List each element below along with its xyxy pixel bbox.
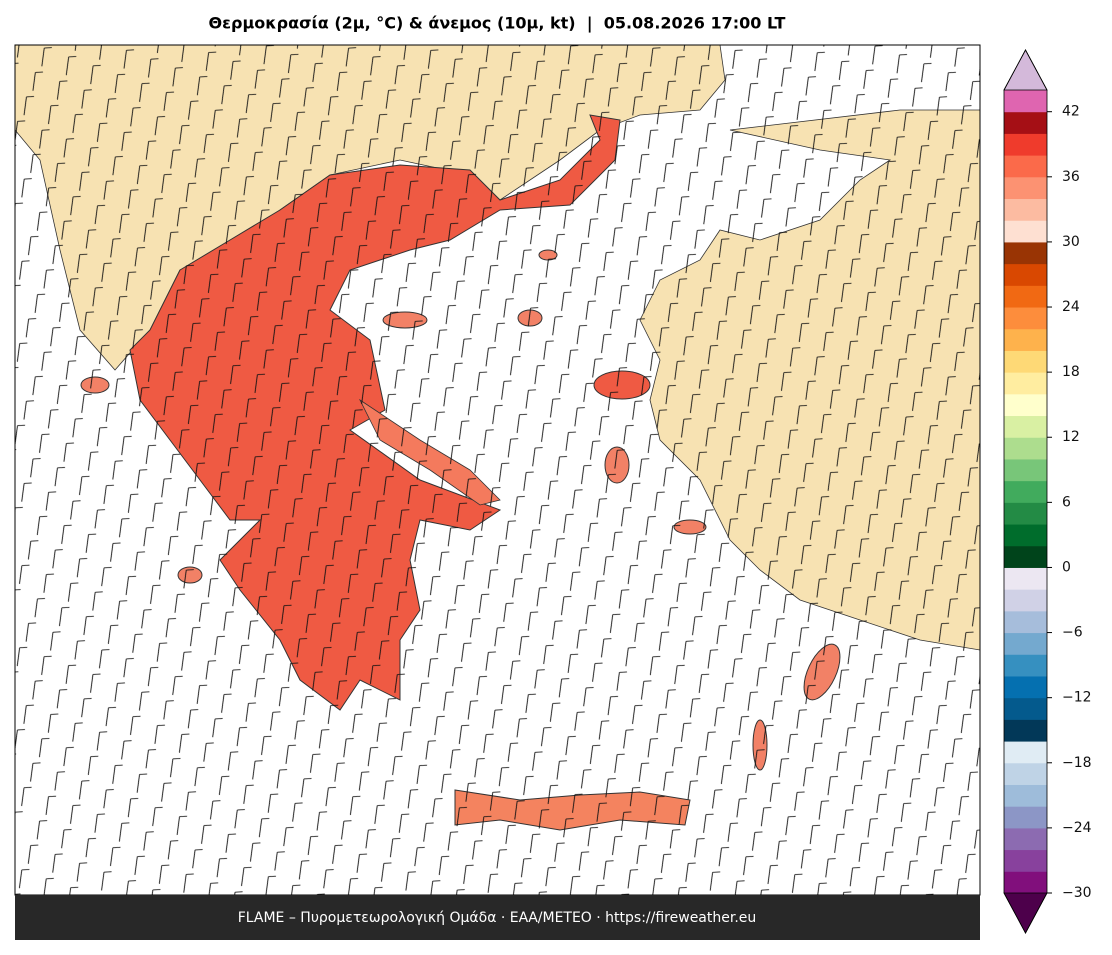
colorbar-segment	[1004, 589, 1047, 612]
colorbar-segment	[1004, 198, 1047, 221]
colorbar-segment	[1004, 307, 1047, 330]
colorbar-tick-label: 36	[1062, 169, 1080, 185]
colorbar-segment	[1004, 263, 1047, 286]
colorbar-segment	[1004, 567, 1047, 590]
colorbar-segment	[1004, 372, 1047, 395]
colorbar-segment	[1004, 675, 1047, 699]
colorbar-segment	[1004, 502, 1047, 525]
colorbar-segment	[1004, 176, 1047, 200]
colorbar-tick-label: 18	[1062, 364, 1080, 380]
colorbar-segment	[1004, 524, 1047, 547]
colorbar-tick-label: −12	[1062, 690, 1092, 706]
colorbar-segment	[1004, 741, 1047, 764]
colorbar-tick-label: 24	[1062, 299, 1080, 315]
colorbar-segment	[1004, 415, 1047, 438]
colorbar-segment	[1004, 90, 1047, 113]
colorbar-segment	[1004, 610, 1047, 634]
colorbar-segment	[1004, 849, 1047, 872]
colorbar-tick-label: −18	[1062, 755, 1092, 771]
colorbar-tick-label: −24	[1062, 820, 1092, 836]
colorbar-tick-label: 12	[1062, 429, 1080, 445]
colorbar-segment	[1004, 762, 1047, 785]
colorbar-segment	[1004, 220, 1047, 243]
colorbar-segment	[1004, 871, 1047, 894]
colorbar-tick-label: 30	[1062, 234, 1080, 250]
colorbar-segment	[1004, 393, 1047, 417]
map	[15, 45, 980, 895]
colorbar: −30 −24 −18 −12 −6 0 6 12 18 24 30 36 42	[1003, 49, 1092, 934]
colorbar-segment	[1004, 697, 1047, 720]
footer-text: FLAME – Πυρομετεωρολογική Ομάδα · ΕΑΑ/ME…	[238, 910, 757, 926]
colorbar-segment	[1004, 350, 1047, 373]
colorbar-tick-label: 6	[1062, 494, 1071, 510]
colorbar-segment	[1004, 827, 1047, 851]
colorbar-segment	[1004, 111, 1047, 134]
map-title: Θερμοκρασία (2μ, °C) & άνεμος (10μ, kt) …	[209, 14, 786, 34]
colorbar-segment	[1004, 285, 1047, 308]
colorbar-segment	[1004, 458, 1047, 482]
colorbar-segment	[1004, 719, 1047, 742]
colorbar-segment	[1004, 784, 1047, 807]
colorbar-segment	[1004, 155, 1047, 178]
colorbar-tick-label: −6	[1062, 625, 1083, 641]
wind-barbs	[15, 45, 980, 895]
colorbar-tick-label: 0	[1062, 559, 1071, 575]
colorbar-tick-label: 42	[1062, 104, 1080, 120]
colorbar-segment	[1004, 806, 1047, 829]
colorbar-segment	[1004, 328, 1047, 351]
colorbar-segment	[1004, 241, 1047, 265]
colorbar-segment	[1004, 480, 1047, 503]
colorbar-under	[1003, 892, 1048, 934]
colorbar-over	[1003, 49, 1048, 91]
colorbar-segment	[1004, 133, 1047, 156]
footer-bar	[15, 895, 980, 940]
colorbar-segment	[1004, 632, 1047, 655]
colorbar-segment	[1004, 654, 1047, 677]
colorbar-tick-label: −30	[1062, 885, 1092, 901]
colorbar-segment	[1004, 437, 1047, 460]
colorbar-segment	[1004, 545, 1047, 568]
